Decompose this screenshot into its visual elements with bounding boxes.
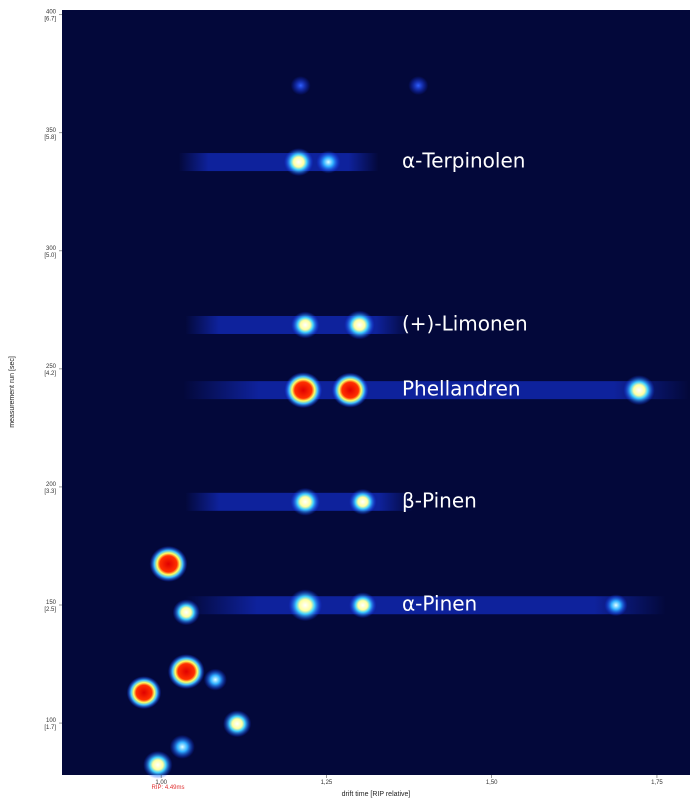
x-tick-label: 1,25: [321, 780, 333, 786]
annotation: α-Terpinolen: [402, 149, 525, 173]
annotation: Phellandren: [402, 377, 521, 401]
y-tick-sublabel: [5.0]: [44, 253, 56, 259]
spot: [291, 311, 319, 338]
y-tick-label: 400: [46, 10, 57, 16]
y-tick-label: 200: [46, 482, 57, 488]
spot: [349, 592, 376, 618]
spot: [284, 372, 322, 408]
spot: [204, 669, 227, 691]
annotation: β-Pinen: [402, 488, 477, 512]
spot: [127, 676, 162, 709]
spot: [349, 489, 376, 515]
spot: [173, 599, 200, 625]
spot: [604, 594, 627, 616]
spot: [291, 488, 320, 516]
spot: [623, 375, 655, 405]
y-tick-label: 100: [46, 718, 57, 724]
y-tick-label: 350: [46, 128, 57, 134]
annotation: α-Pinen: [402, 592, 477, 616]
spot: [168, 654, 205, 689]
row-streak: [179, 153, 379, 171]
y-tick-sublabel: [1.7]: [44, 725, 56, 731]
spot: [408, 76, 428, 95]
spot: [288, 589, 322, 621]
x-tick-label: 1,50: [486, 780, 498, 786]
spot: [291, 76, 311, 95]
y-tick-sublabel: [4.2]: [44, 371, 56, 377]
y-tick-sublabel: [6.7]: [44, 17, 56, 23]
y-tick-sublabel: [5.8]: [44, 135, 56, 141]
spot: [284, 148, 313, 176]
spot: [223, 710, 251, 737]
spot: [143, 751, 172, 779]
spot: [344, 310, 374, 339]
y-tick-label: 250: [46, 364, 57, 370]
spot: [150, 546, 188, 582]
spot: [316, 151, 340, 174]
annotation: (+)-Limonen: [402, 311, 528, 335]
y-tick-label: 300: [46, 246, 57, 252]
x-tick-label: 1,00: [155, 780, 167, 786]
x-axis-label: drift time [RIP relative]: [342, 791, 411, 798]
y-tick-sublabel: [2.5]: [44, 607, 56, 613]
spot: [332, 373, 369, 408]
spot: [170, 735, 195, 759]
y-tick-sublabel: [3.3]: [44, 489, 56, 495]
chart: measurement run [sec] drift time [RIP re…: [0, 0, 690, 801]
y-axis-label: measurement run [sec]: [9, 356, 16, 428]
y-tick-label: 150: [46, 600, 57, 606]
x-tick-label: 1,75: [651, 780, 663, 786]
